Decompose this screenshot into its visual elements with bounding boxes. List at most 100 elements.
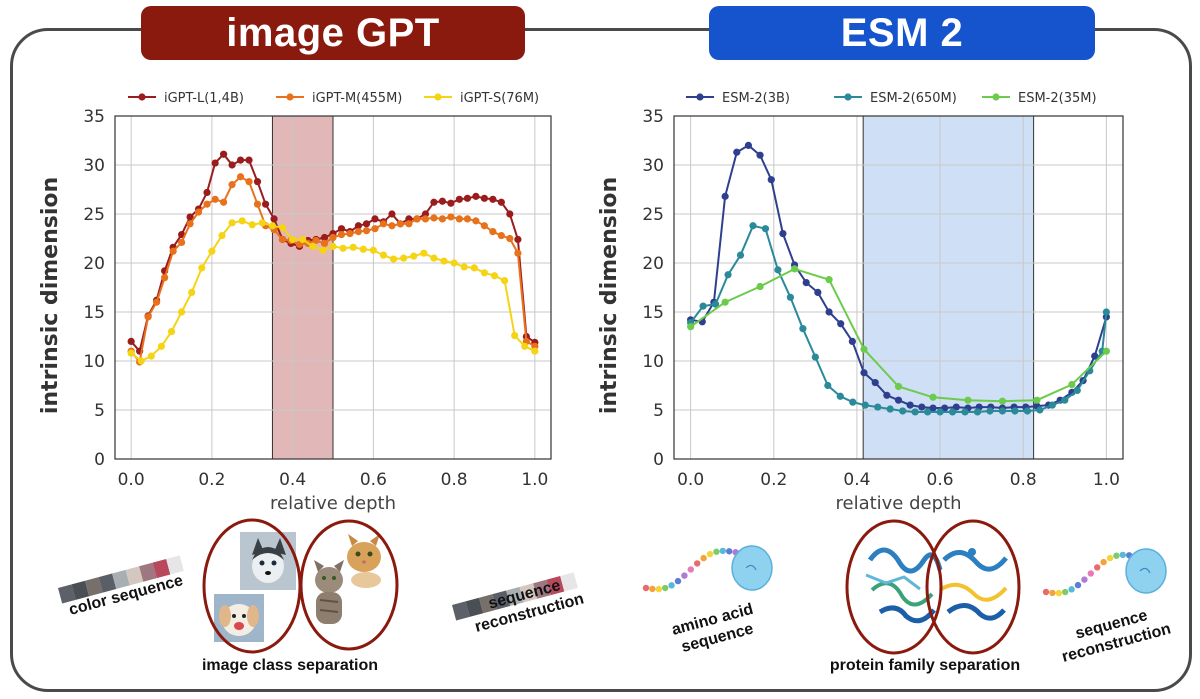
image-class-separation-caption: image class separation <box>201 657 379 674</box>
data-point <box>500 277 509 285</box>
plot-area <box>673 115 1124 460</box>
data-point <box>278 235 287 244</box>
data-point <box>186 220 194 228</box>
data-point <box>1102 347 1110 355</box>
amino-acid-bead <box>713 548 720 555</box>
x-tick-label: 1.0 <box>1093 470 1120 490</box>
amino-acid-bead <box>1094 564 1101 571</box>
y-tick-label: 30 <box>642 156 664 176</box>
color-swatch <box>112 569 130 589</box>
data-point <box>480 222 488 230</box>
data-point <box>506 210 514 218</box>
data-point <box>228 219 236 227</box>
data-point <box>811 353 819 361</box>
data-point <box>952 403 960 411</box>
legend-swatch-marker <box>844 93 852 101</box>
data-point <box>440 257 448 265</box>
data-point <box>219 198 228 206</box>
amino-acid-bead <box>655 585 662 593</box>
data-point <box>309 242 317 250</box>
data-point <box>447 213 455 221</box>
y-tick-label: 0 <box>653 450 664 470</box>
legend-swatch-marker <box>696 93 704 101</box>
data-point <box>410 252 418 260</box>
legend-swatch-marker <box>286 93 294 101</box>
data-point <box>144 313 152 321</box>
data-point <box>329 233 337 242</box>
data-point <box>379 220 388 228</box>
legend-item: iGPT-M(455M) <box>276 91 402 106</box>
data-point <box>894 396 903 404</box>
data-point <box>245 178 253 186</box>
data-point <box>894 382 903 391</box>
data-point <box>836 392 844 400</box>
data-point <box>447 199 455 207</box>
data-point <box>359 245 367 253</box>
y-tick-label: 15 <box>83 303 105 323</box>
data-point <box>749 222 757 230</box>
data-point <box>354 228 363 236</box>
data-point <box>438 197 447 205</box>
legend-label: iGPT-L(1,4B) <box>164 91 244 106</box>
data-point <box>948 408 957 416</box>
data-point <box>761 225 770 233</box>
x-axis-label: relative depth <box>835 493 961 514</box>
data-point <box>802 279 810 287</box>
amino-acid-bead <box>1055 589 1063 597</box>
color-swatch <box>58 584 76 604</box>
data-point <box>208 247 216 255</box>
legend-label: ESM-2(650M) <box>870 91 957 106</box>
color-sequence-strip-left <box>58 555 184 604</box>
y-tick-label: 10 <box>83 352 105 372</box>
amino-acid-bead <box>1062 588 1069 596</box>
color-swatch <box>71 580 90 600</box>
data-point <box>320 233 329 242</box>
data-point <box>1011 407 1019 415</box>
color-swatch <box>125 566 144 586</box>
shaded-region <box>271 115 334 460</box>
legend-label: iGPT-S(76M) <box>460 91 539 106</box>
y-tick-label: 25 <box>642 205 664 225</box>
color-swatch <box>519 583 538 603</box>
cell-icon-left <box>731 545 773 591</box>
data-point <box>329 242 337 250</box>
data-point <box>860 369 868 377</box>
series-iGPT-S(76M) <box>127 217 539 365</box>
x-axis-label: relative depth <box>270 493 396 514</box>
amino-acid-bead <box>726 548 733 555</box>
husky-image <box>240 532 296 590</box>
data-point <box>786 293 795 301</box>
color-swatch <box>465 597 484 617</box>
data-point <box>1033 396 1041 404</box>
data-point <box>480 269 488 277</box>
esm2-banner: ESM 2 <box>709 6 1095 60</box>
data-point <box>506 234 514 243</box>
legend-swatch-marker <box>434 93 442 101</box>
legend-item: iGPT-S(76M) <box>424 91 539 106</box>
data-point <box>228 161 236 169</box>
y-tick-label: 25 <box>83 205 105 225</box>
data-point <box>899 407 907 415</box>
cat-image-2 <box>314 560 344 624</box>
y-tick-label: 20 <box>83 254 105 274</box>
y-tick-label: 5 <box>653 401 664 421</box>
data-point <box>480 194 488 202</box>
protein-structure-2 <box>938 548 1008 621</box>
amino-acid-bead <box>1081 576 1088 583</box>
data-point <box>849 398 857 406</box>
data-point <box>228 181 236 189</box>
data-point <box>362 220 371 228</box>
data-point <box>396 220 405 228</box>
y-axis-label: intrinsic dimension <box>38 177 63 414</box>
y-tick-label: 35 <box>83 107 105 127</box>
data-point <box>799 325 807 333</box>
data-point <box>389 255 398 263</box>
y-tick-label: 30 <box>83 156 105 176</box>
data-point <box>337 230 346 239</box>
data-point <box>127 349 135 357</box>
data-point <box>169 247 177 255</box>
amino-acid-bead <box>662 584 669 592</box>
x-tick-label: 0.8 <box>441 470 468 490</box>
data-point <box>756 151 764 159</box>
data-point <box>1102 308 1110 316</box>
